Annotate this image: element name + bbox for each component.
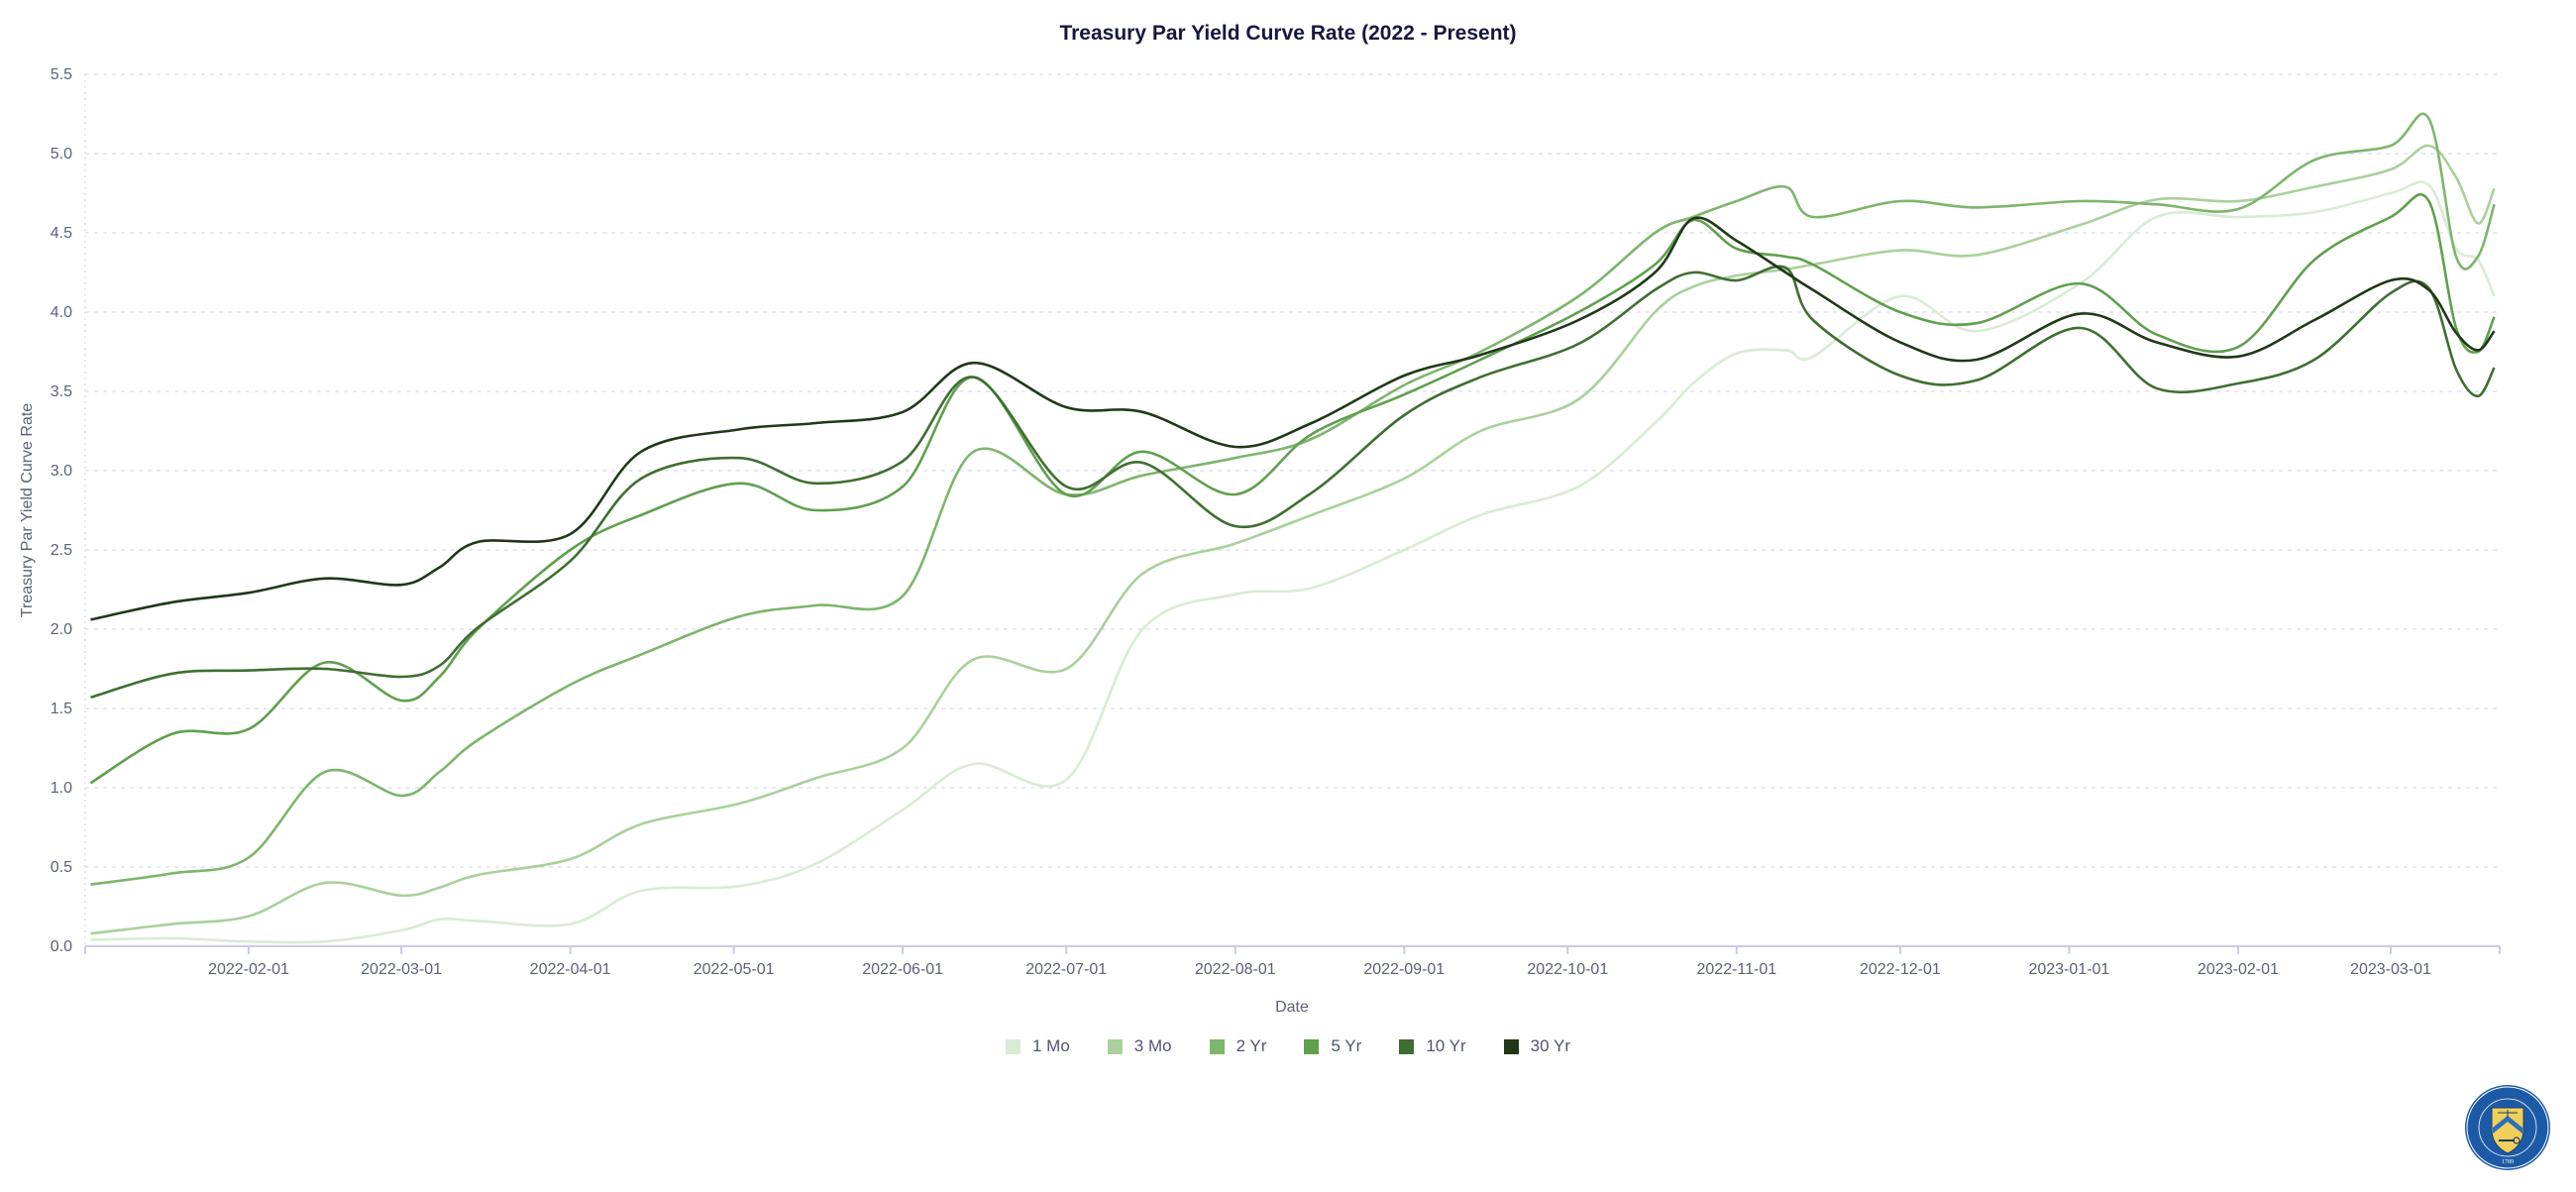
series-line-3-mo[interactable] — [90, 144, 2496, 935]
series-line-10-yr[interactable] — [90, 265, 2496, 700]
legend-label: 5 Yr — [1331, 1036, 1362, 1055]
y-tick-label: 4.5 — [51, 225, 72, 242]
legend-swatch — [1503, 1038, 1519, 1054]
legend-label: 1 Mo — [1032, 1036, 1070, 1055]
y-axis-title: Treasury Par Yield Curve Rate — [19, 403, 36, 617]
legend-item-2-yr[interactable]: 2 Yr — [1209, 1036, 1267, 1056]
x-tick-label: 2022-12-01 — [1860, 961, 1941, 978]
y-tick-label: 3.0 — [51, 463, 72, 480]
x-axis: 2022-02-01 2022-03-01 2022-04-01 2022-05-01… — [84, 945, 2501, 978]
x-tick-label: 2022-02-01 — [208, 961, 289, 978]
series-line-5-yr[interactable] — [89, 193, 2496, 785]
series-line-30-yr[interactable] — [90, 216, 2496, 621]
treasury-seal-logo: 1789 — [2464, 1084, 2551, 1171]
legend: 1 Mo 3 Mo 2 Yr 5 Yr 10 Yr 30 Yr — [0, 1036, 2576, 1056]
x-tick-label: 2023-01-01 — [2028, 961, 2109, 978]
series-line-2-yr[interactable] — [90, 112, 2496, 886]
legend-swatch — [1209, 1038, 1225, 1054]
legend-swatch — [1006, 1038, 1020, 1054]
legend-label: 2 Yr — [1235, 1036, 1267, 1055]
chart-title: Treasury Par Yield Curve Rate (2022 - Pr… — [1059, 22, 1516, 45]
legend-item-1-mo[interactable]: 1 Mo — [1006, 1036, 1070, 1056]
legend-label: 10 Yr — [1426, 1036, 1466, 1055]
series-line-1-mo[interactable] — [90, 180, 2496, 944]
svg-text:1789: 1789 — [2502, 1159, 2514, 1165]
line-chart: Treasury Par Yield Curve Rate (2022 - Pr… — [19, 22, 2501, 1016]
x-tick-label: 2022-06-01 — [862, 961, 943, 978]
x-tick-label: 2022-07-01 — [1025, 961, 1107, 978]
y-tick-label: 5.5 — [51, 66, 72, 83]
x-tick-label: 2022-04-01 — [530, 961, 611, 978]
legend-swatch — [1107, 1038, 1123, 1054]
y-tick-label: 1.5 — [51, 701, 72, 717]
y-tick-label: 3.5 — [51, 383, 72, 400]
legend-item-5-yr[interactable]: 5 Yr — [1304, 1036, 1361, 1056]
gridlines — [84, 73, 2500, 946]
x-tick-label: 2022-10-01 — [1527, 961, 1608, 978]
x-tick-label: 2023-03-01 — [2350, 961, 2431, 978]
x-tick-label: 2022-05-01 — [694, 961, 775, 978]
legend-label: 30 Yr — [1530, 1036, 1570, 1055]
legend-label: 3 Mo — [1133, 1036, 1172, 1055]
y-tick-label: 4.0 — [51, 304, 72, 321]
seal-icon: 1789 — [2465, 1085, 2550, 1170]
y-axis: 0.0 0.5 1.0 1.5 2.0 2.5 3.0 3.5 4.0 4.5 5.0 5.5 — [51, 66, 72, 955]
x-tick-label: 2022-08-01 — [1195, 961, 1276, 978]
y-tick-label: 1.0 — [51, 780, 72, 797]
legend-swatch — [1399, 1038, 1415, 1054]
x-axis-title: Date — [1275, 999, 1309, 1016]
series-lines — [89, 112, 2496, 944]
x-tick-label: 2023-02-01 — [2198, 961, 2279, 978]
y-tick-label: 0.5 — [51, 859, 72, 876]
y-tick-label: 2.0 — [51, 621, 72, 638]
y-tick-label: 5.0 — [51, 146, 72, 163]
x-tick-label: 2022-11-01 — [1697, 961, 1777, 978]
legend-item-10-yr[interactable]: 10 Yr — [1399, 1036, 1466, 1056]
legend-item-3-mo[interactable]: 3 Mo — [1107, 1036, 1172, 1056]
x-tick-label: 2022-03-01 — [361, 961, 442, 978]
y-tick-label: 0.0 — [51, 938, 72, 955]
legend-swatch — [1304, 1038, 1320, 1054]
y-tick-label: 2.5 — [51, 542, 72, 559]
legend-item-30-yr[interactable]: 30 Yr — [1503, 1036, 1570, 1056]
x-tick-label: 2022-09-01 — [1363, 961, 1445, 978]
